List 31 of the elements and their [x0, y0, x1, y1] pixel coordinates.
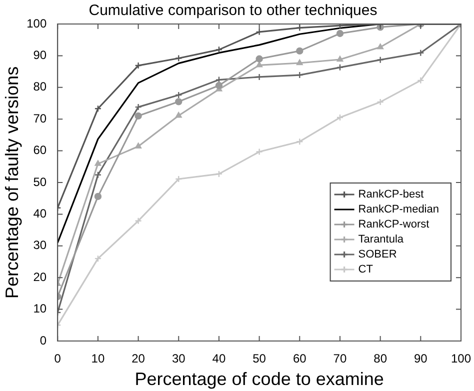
- y-tick-label: 40: [33, 206, 47, 221]
- y-tick-label: 20: [33, 270, 47, 284]
- y-tick-label: 80: [33, 80, 47, 94]
- legend-label: RankCP-worst: [358, 218, 430, 231]
- y-axis-title: Percentage of faulty versions: [2, 66, 22, 299]
- legend-label: RankCP-median: [358, 204, 439, 216]
- legend-label: RankCP-best: [358, 188, 424, 201]
- legend-label: CT: [358, 264, 374, 276]
- y-tick-label: 0: [40, 333, 47, 348]
- y-tick-label: 30: [33, 238, 47, 252]
- x-tick-label: 50: [252, 352, 266, 366]
- chart-title: Cumulative comparison to other techniques: [88, 2, 378, 20]
- y-tick-label: 50: [33, 174, 47, 189]
- x-tick-label: 90: [414, 352, 428, 366]
- legend-label: Tarantula: [358, 234, 404, 246]
- x-tick-label: 70: [333, 352, 347, 366]
- x-tick-label: 30: [172, 352, 186, 366]
- x-tick-label: 40: [212, 352, 226, 366]
- x-tick-label: 0: [54, 352, 62, 366]
- y-tick-label: 70: [33, 111, 47, 126]
- x-tick-label: 20: [132, 352, 146, 366]
- x-tick-label: 10: [91, 352, 105, 366]
- x-tick-label: 80: [374, 352, 388, 366]
- legend-label: SOBER: [358, 248, 397, 261]
- y-tick-label: 100: [26, 16, 47, 30]
- x-tick-label: 60: [292, 352, 307, 366]
- y-tick-label: 10: [33, 302, 47, 316]
- x-tick-label: 100: [450, 352, 472, 366]
- y-tick-label: 60: [33, 143, 47, 158]
- y-tick-label: 90: [33, 48, 47, 62]
- x-axis-title: Percentage of code to examine: [134, 369, 384, 390]
